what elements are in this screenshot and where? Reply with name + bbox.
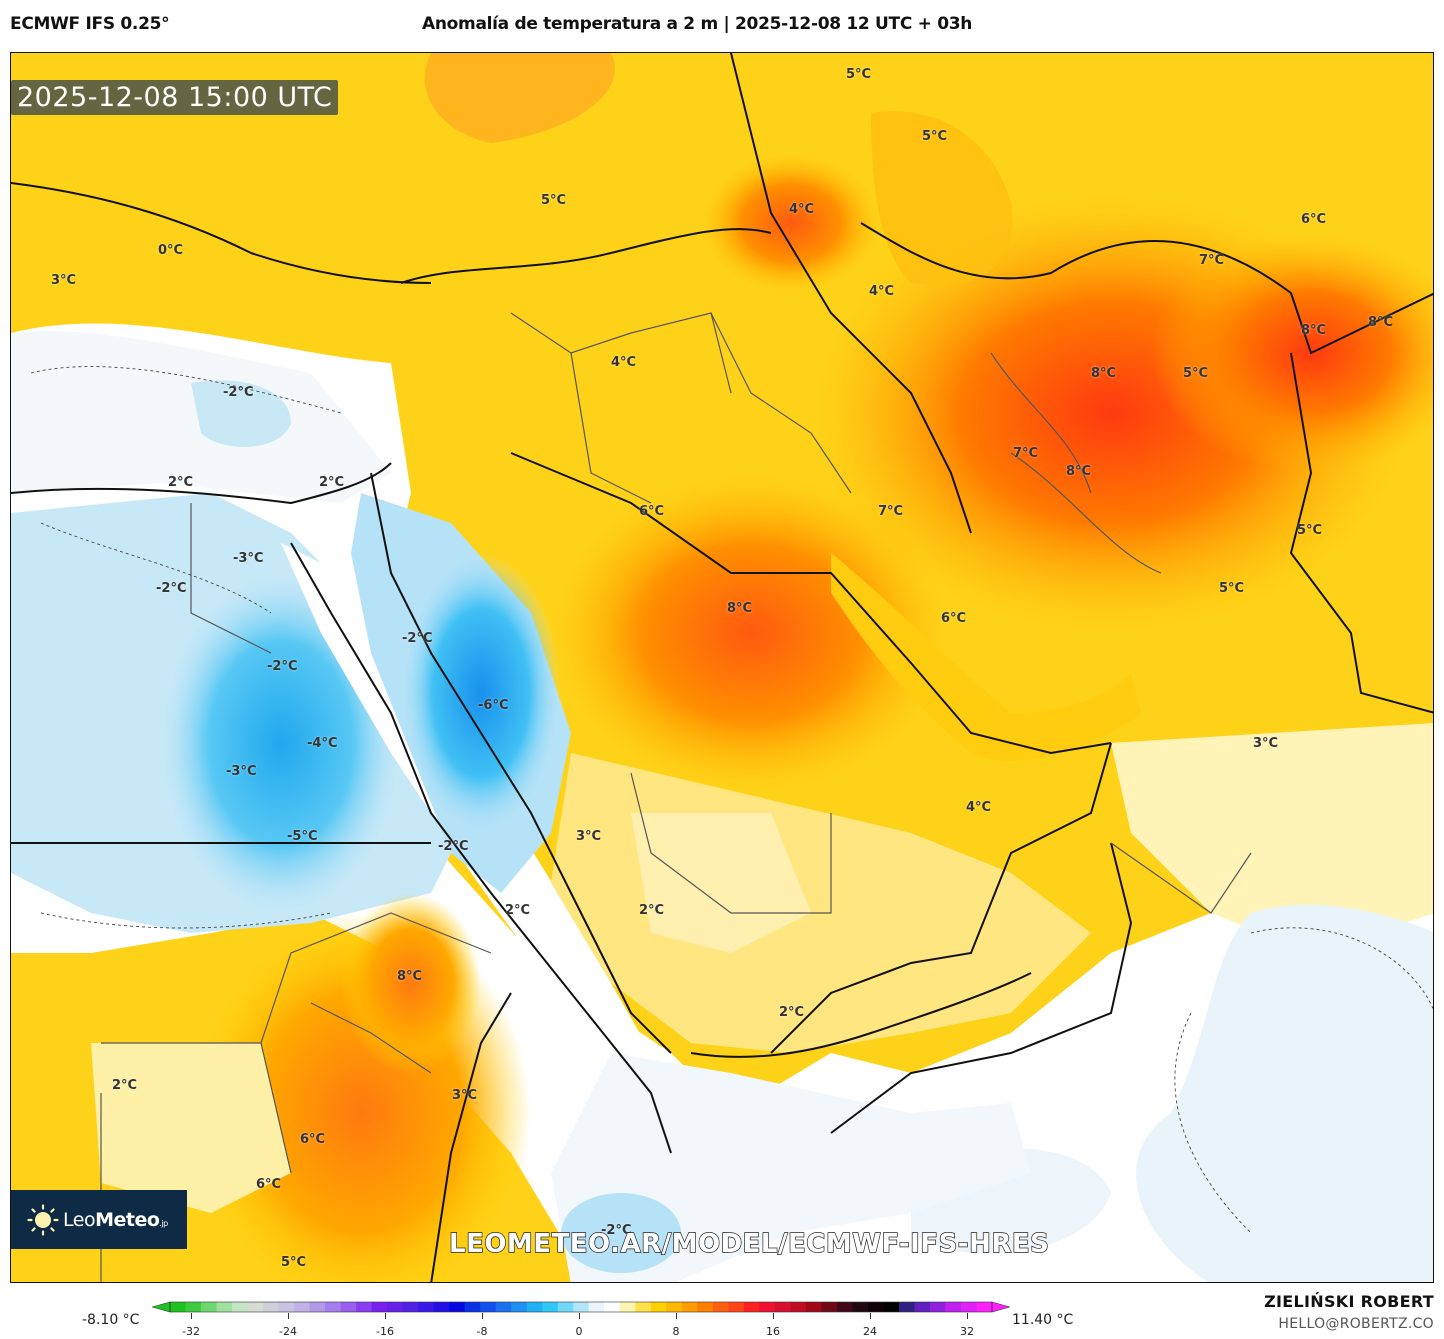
contour-label: 4°C [869,284,895,299]
contour-label: -2°C [601,1223,632,1238]
colorbar-tick-label: -8 [476,1325,488,1338]
contour-label: 7°C [878,504,904,519]
contour-label: 3°C [576,829,602,844]
colorbar-max-label: 11.40 °C [1012,1312,1074,1328]
contour-label: 6°C [639,504,665,519]
contour-label: -2°C [402,631,433,646]
colorbar-tick-label: 24 [863,1325,877,1338]
temperature-anomaly-map [11,53,1433,1282]
contour-label: 8°C [727,601,753,616]
colorbar-tick-mark [870,1313,871,1319]
colorbar-tick-mark [385,1313,386,1319]
chart-title: Anomalía de temperatura a 2 m | 2025-12-… [422,14,973,34]
colorbar-tick-mark [191,1313,192,1319]
contour-label: 5°C [281,1255,307,1270]
contour-label: 3°C [51,273,77,288]
contour-label: 5°C [541,193,567,208]
contour-label: 2°C [639,903,665,918]
colorbar-tick-label: 0 [575,1325,583,1338]
contour-label: 2°C [505,903,531,918]
contour-label: -2°C [156,581,187,596]
contour-label: 4°C [789,202,815,217]
contour-label: 7°C [1013,446,1039,461]
sun-icon [27,1203,59,1236]
logo-wordmark: LeoMeteo.jp [63,1209,168,1231]
contour-label: 4°C [611,355,637,370]
contour-label: 5°C [1183,366,1209,381]
contour-label: -3°C [233,551,264,566]
contour-label: 8°C [1066,464,1092,479]
colorbar [152,1301,1010,1313]
contour-label: 3°C [452,1088,478,1103]
contour-label: 7°C [1199,253,1225,268]
source-url-watermark: LEOMETEO.AR/MODEL/ECMWF-IFS-HRES [448,1228,1050,1259]
colorbar-tick-mark [967,1313,968,1319]
contour-label: -5°C [287,829,318,844]
leometeo-logo[interactable]: LeoMeteo.jp [11,1190,187,1249]
contour-label: 3°C [1253,736,1279,751]
contour-label: 6°C [1301,212,1327,227]
author-email[interactable]: HELLO@ROBERTZ.CO [1278,1316,1434,1332]
contour-label: -6°C [478,698,509,713]
contour-label: 0°C [158,243,184,258]
logo-meteo: Meteo [95,1208,160,1231]
colorbar-tick-mark [288,1313,289,1319]
contour-label: 8°C [1091,366,1117,381]
contour-label: -2°C [267,659,298,674]
colorbar-tick-mark [482,1313,483,1319]
author-name: ZIELIŃSKI ROBERT [1264,1292,1434,1311]
contour-label: -2°C [223,385,254,400]
contour-label: 5°C [1219,581,1245,596]
contour-label: 8°C [1368,315,1394,330]
contour-label: 6°C [300,1132,326,1147]
contour-label: 5°C [846,67,872,82]
colorbar-tick-mark [773,1313,774,1319]
colorbar-min-label: -8.10 °C [82,1312,140,1328]
map-panel[interactable]: 2025-12-08 15:00 UTC 5°C 5°C 5°C 4°C 0°C 3°C 6… [10,52,1434,1283]
colorbar-tick-mark [676,1313,677,1319]
colorbar-tick-label: -32 [182,1325,200,1338]
colorbar-tick-label: 8 [672,1325,680,1338]
contour-label: 6°C [941,611,967,626]
contour-label: 5°C [1297,523,1323,538]
contour-label: 6°C [256,1177,282,1192]
logo-suffix: .jp [159,1218,168,1228]
logo-leo: Leo [63,1208,96,1231]
contour-label: 2°C [112,1078,138,1093]
contour-label: 2°C [319,475,345,490]
contour-label: 2°C [779,1005,805,1020]
model-name: ECMWF IFS 0.25° [10,14,170,34]
colorbar-tick-label: 32 [960,1325,974,1338]
contour-label: -3°C [226,764,257,779]
colorbar-tick-label: -24 [279,1325,297,1338]
contour-label: 5°C [922,129,948,144]
colorbar-tick-label: -16 [376,1325,394,1338]
valid-time-badge: 2025-12-08 15:00 UTC [11,80,339,115]
contour-label: -2°C [438,839,469,854]
contour-label: 8°C [1301,323,1327,338]
contour-label: 8°C [397,969,423,984]
contour-label: 4°C [966,800,992,815]
colorbar-tick-mark [579,1313,580,1319]
contour-label: 2°C [168,475,194,490]
contour-label: -4°C [307,736,338,751]
colorbar-tick-label: 16 [766,1325,780,1338]
